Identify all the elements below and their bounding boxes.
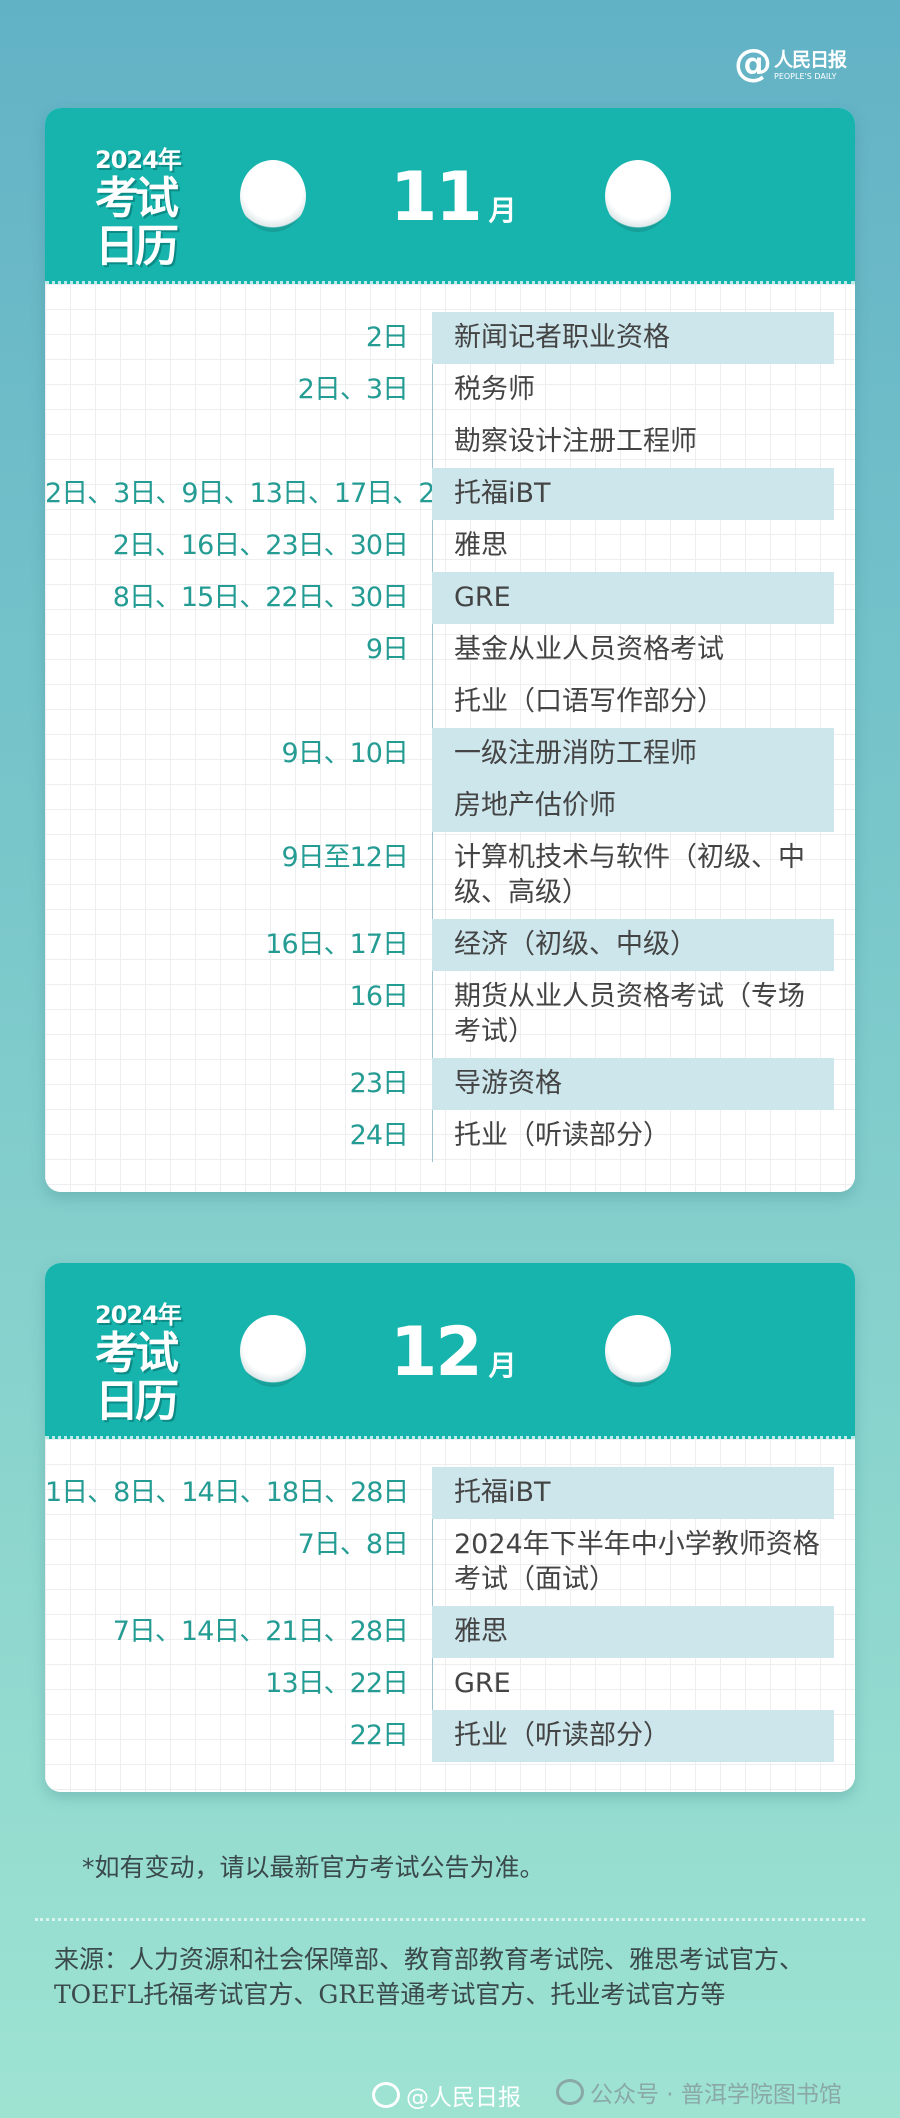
exam-name: 2024年下半年中小学教师资格考试（面试） — [454, 1529, 820, 1595]
exam-name: 基金从业人员资格考试 — [454, 634, 724, 665]
exam-group: 22日 托业（听读部分） — [45, 1710, 855, 1762]
exam-dates: 7日、14日、21日、28日 — [112, 1616, 409, 1647]
exam-dates: 9日 — [365, 634, 409, 665]
exam-name: 期货从业人员资格考试（专场考试） — [454, 981, 805, 1047]
exam-group: 16日、17日 经济（初级、中级） — [45, 919, 855, 971]
exam-group: 9日至12日 计算机技术与软件（初级、中级、高级） — [45, 832, 855, 919]
exam-name: 计算机技术与软件（初级、中级、高级） — [454, 842, 805, 908]
wechat-watermark: 公众号 · 普洱学院图书馆 — [556, 2075, 842, 2109]
exam-name: GRE — [454, 582, 511, 613]
weibo-icon — [372, 2082, 400, 2108]
exam-dates: 2日、3日 — [297, 374, 409, 405]
month-number: 12 — [390, 1313, 483, 1392]
month-unit: 月 — [488, 194, 517, 227]
exam-group: 1日、8日、14日、18日、28日 托福iBT — [45, 1467, 855, 1519]
wechat-account: 公众号 · 普洱学院图书馆 — [590, 2082, 842, 2108]
exam-name: 一级注册消防工程师 — [454, 738, 697, 769]
exam-dates: 23日 — [349, 1068, 409, 1099]
exam-dates: 2日、3日、9日、13日、17日、24日 — [45, 478, 478, 509]
title-line-2: 日历 — [95, 221, 179, 272]
exam-group: 2日、3日、9日、13日、17日、24日 托福iBT — [45, 468, 855, 520]
exam-name: 托业（口语写作部分） — [454, 686, 724, 717]
exam-group: 16日 期货从业人员资格考试（专场考试） — [45, 971, 855, 1058]
divider — [35, 1918, 865, 1921]
exam-group: 8日、15日、22日、30日 GRE — [45, 572, 855, 624]
exam-name: 勘察设计注册工程师 — [454, 426, 697, 457]
calendar-card-12: 2024年 考试 日历 12 月 1日、8日、14日、18日、28日 托福iBT 7日、8… — [45, 1263, 855, 1792]
title-line-2: 日历 — [95, 1376, 179, 1427]
exam-dates: 16日、17日 — [265, 929, 409, 960]
exam-list: 1日、8日、14日、18日、28日 托福iBT 7日、8日 2024年下半年中小学教师… — [45, 1439, 855, 1792]
exam-dates: 1日、8日、14日、18日、28日 — [45, 1477, 409, 1508]
exam-name: GRE — [454, 1668, 511, 1699]
exam-name: 房地产估价师 — [454, 790, 616, 821]
exam-dates: 22日 — [349, 1720, 409, 1751]
exam-group: 9日 基金从业人员资格考试 托业（口语写作部分） — [45, 624, 855, 728]
exam-dates: 13日、22日 — [265, 1668, 409, 1699]
exam-dates: 7日、8日 — [297, 1529, 409, 1560]
exam-name: 导游资格 — [454, 1068, 562, 1099]
weibo-watermark: @人民日报 — [372, 2078, 521, 2112]
exam-dates: 24日 — [349, 1120, 409, 1151]
exam-name: 雅思 — [454, 1616, 508, 1647]
at-icon: @ — [734, 41, 772, 85]
exam-group: 7日、14日、21日、28日 雅思 — [45, 1606, 855, 1658]
disclaimer-note: *如有变动，请以最新官方考试公告为准。 — [82, 1853, 545, 1882]
exam-group: 2日、3日 税务师勘察设计注册工程师 — [45, 364, 855, 468]
peoples-daily-logo: @ 人民日报 PEOPLE'S DAILY — [734, 41, 847, 85]
year-label: 2024年 — [95, 146, 182, 174]
exam-group: 2日 新闻记者职业资格 — [45, 312, 855, 364]
month-number: 11 — [390, 158, 483, 237]
weibo-handle: @人民日报 — [406, 2085, 521, 2111]
card-header: 2024年 考试 日历 12 月 — [45, 1263, 855, 1439]
binder-hole-icon — [605, 160, 671, 232]
calendar-badge: 2024年 考试 日历 — [95, 1295, 182, 1427]
logo-text: 人民日报 — [774, 49, 847, 71]
exam-dates: 2日 — [365, 322, 409, 353]
source-text: 来源：人力资源和社会保障部、教育部教育考试院、雅思考试官方、TOEFL托福考试官… — [54, 1945, 805, 2009]
card-header: 2024年 考试 日历 11 月 — [45, 108, 855, 284]
exam-dates: 9日至12日 — [281, 842, 409, 873]
exam-name: 经济（初级、中级） — [454, 929, 697, 960]
exam-dates: 9日、10日 — [281, 738, 409, 769]
exam-name: 税务师 — [454, 374, 535, 405]
wechat-icon — [556, 2079, 584, 2105]
exam-name: 托业（听读部分） — [454, 1720, 670, 1751]
exam-name: 托福iBT — [454, 1477, 551, 1508]
calendar-badge: 2024年 考试 日历 — [95, 140, 182, 272]
exam-name: 新闻记者职业资格 — [454, 322, 670, 353]
exam-list: 2日 新闻记者职业资格 2日、3日 税务师勘察设计注册工程师 2日、3日、9日、13日、… — [45, 284, 855, 1192]
month-unit: 月 — [488, 1349, 517, 1382]
exam-group: 13日、22日 GRE — [45, 1658, 855, 1710]
binder-hole-icon — [240, 160, 306, 232]
logo-subtext: PEOPLE'S DAILY — [774, 72, 837, 81]
binder-hole-icon — [240, 1315, 306, 1387]
exam-name: 雅思 — [454, 530, 508, 561]
exam-dates: 2日、16日、23日、30日 — [112, 530, 409, 561]
exam-dates: 16日 — [349, 981, 409, 1012]
exam-group: 2日、16日、23日、30日 雅思 — [45, 520, 855, 572]
title-line-1: 考试 — [95, 1328, 179, 1379]
month-title: 11 月 — [390, 158, 517, 237]
binder-hole-icon — [605, 1315, 671, 1387]
month-title: 12 月 — [390, 1313, 517, 1392]
year-label: 2024年 — [95, 1301, 182, 1329]
title-line-1: 考试 — [95, 173, 179, 224]
exam-name: 托福iBT — [454, 478, 551, 509]
exam-group: 23日 导游资格 — [45, 1058, 855, 1110]
exam-group: 7日、8日 2024年下半年中小学教师资格考试（面试） — [45, 1519, 855, 1606]
exam-group: 24日 托业（听读部分） — [45, 1110, 855, 1162]
calendar-card-11: 2024年 考试 日历 11 月 2日 新闻记者职业资格 2日、3日 税务师勘察设计注册工程… — [45, 108, 855, 1192]
exam-group: 9日、10日 一级注册消防工程师 房地产估价师 — [45, 728, 855, 832]
exam-dates: 8日、15日、22日、30日 — [112, 582, 409, 613]
exam-name: 托业（听读部分） — [454, 1120, 670, 1151]
